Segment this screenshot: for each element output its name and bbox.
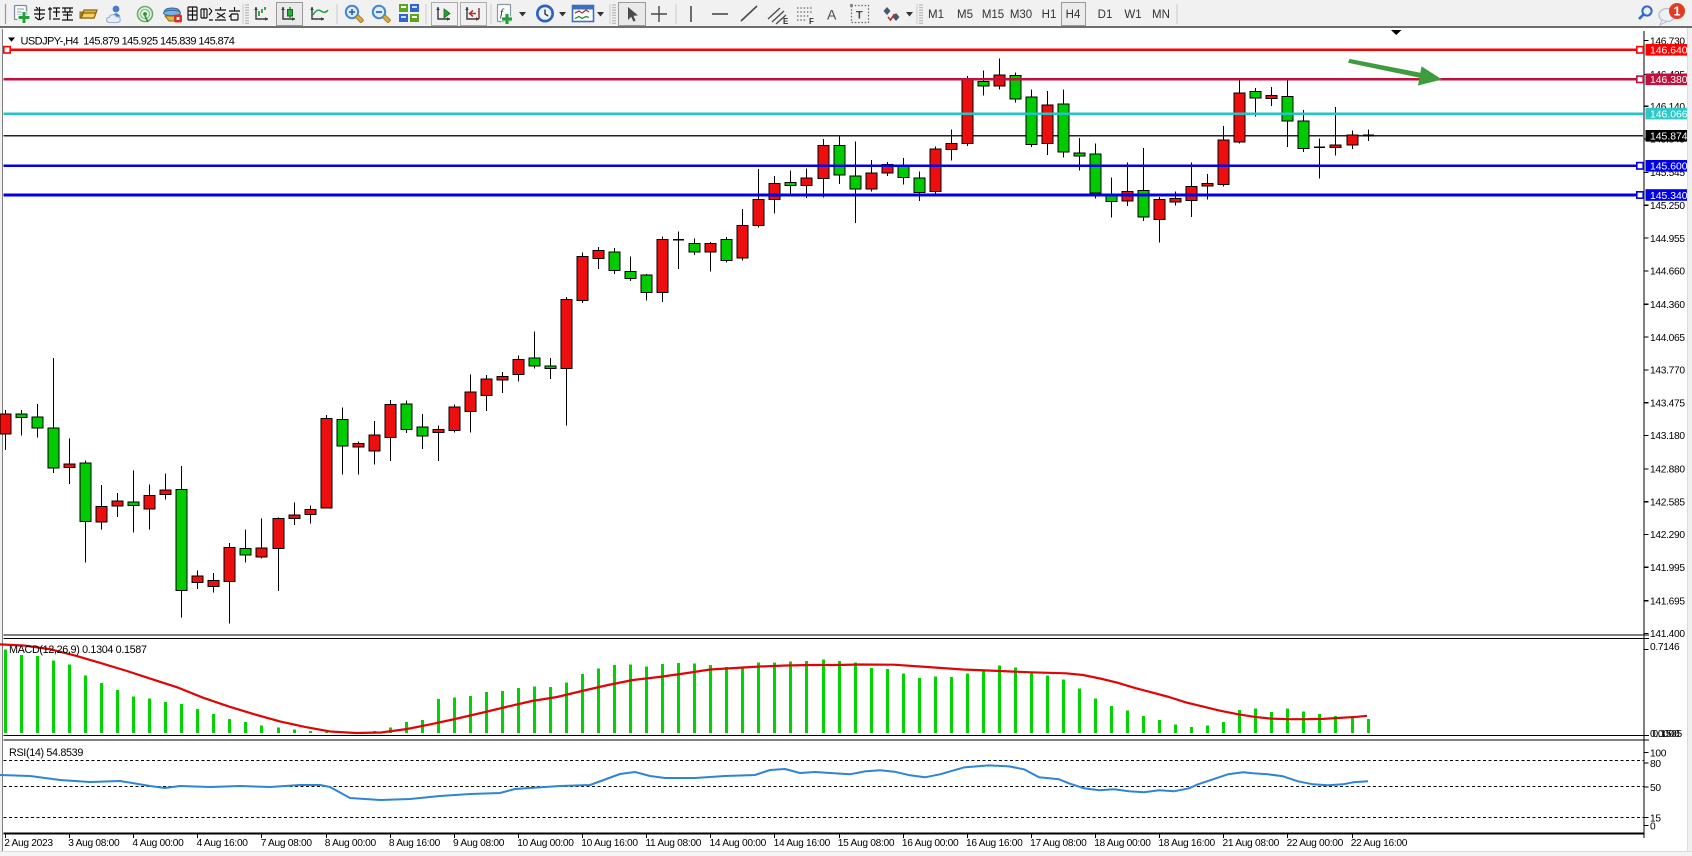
svg-text:144.065: 144.065 xyxy=(1650,333,1685,344)
svg-text:146.066: 146.066 xyxy=(1650,109,1688,120)
svg-text:10 Aug 00:00: 10 Aug 00:00 xyxy=(517,838,574,849)
svg-text:11 Aug 08:00: 11 Aug 08:00 xyxy=(645,838,701,849)
svg-text:17 Aug 08:00: 17 Aug 08:00 xyxy=(1030,838,1087,849)
svg-text:144.955: 144.955 xyxy=(1650,234,1685,245)
svg-text:50: 50 xyxy=(1650,783,1661,794)
svg-text:MACD(12,26,9) 0.1304 0.1587: MACD(12,26,9) 0.1304 0.1587 xyxy=(9,644,147,656)
svg-text:0.7146: 0.7146 xyxy=(1650,642,1680,653)
svg-text:8 Aug 00:00: 8 Aug 00:00 xyxy=(325,838,377,849)
svg-text:f: f xyxy=(500,7,505,19)
svg-text:141.400: 141.400 xyxy=(1650,629,1685,640)
svg-text:15 Aug 08:00: 15 Aug 08:00 xyxy=(838,838,895,849)
svg-text:W1: W1 xyxy=(1124,9,1141,21)
svg-text:143.475: 143.475 xyxy=(1650,398,1685,409)
svg-text:M30: M30 xyxy=(1010,9,1032,21)
svg-text:142.290: 142.290 xyxy=(1650,530,1685,541)
svg-text:145.340: 145.340 xyxy=(1650,191,1688,202)
svg-text:2 Aug 2023: 2 Aug 2023 xyxy=(4,838,53,849)
svg-text:22 Aug 00:00: 22 Aug 00:00 xyxy=(1287,838,1344,849)
svg-text:146.730: 146.730 xyxy=(1650,36,1685,47)
svg-text:H1: H1 xyxy=(1042,9,1057,21)
svg-text:145.874: 145.874 xyxy=(1650,132,1688,143)
svg-text:144.660: 144.660 xyxy=(1650,267,1685,278)
svg-text:145.545: 145.545 xyxy=(1650,168,1685,179)
svg-text:4 Aug 00:00: 4 Aug 00:00 xyxy=(132,838,184,849)
svg-text:145.250: 145.250 xyxy=(1650,201,1685,212)
svg-text:USDJPY-,H4 145.879 145.925 14: USDJPY-,H4 145.879 145.925 145.839 145.8… xyxy=(21,36,235,48)
svg-text:H4: H4 xyxy=(1066,9,1081,21)
svg-text:14 Aug 00:00: 14 Aug 00:00 xyxy=(710,838,767,849)
svg-text:F: F xyxy=(809,17,814,26)
svg-text:15: 15 xyxy=(1650,813,1661,824)
svg-text:MN: MN xyxy=(1152,9,1170,21)
svg-text:146.640: 146.640 xyxy=(1650,46,1688,57)
svg-text:141.995: 141.995 xyxy=(1650,563,1685,574)
svg-text:1: 1 xyxy=(1674,5,1681,19)
svg-text:0.0000: 0.0000 xyxy=(1650,729,1680,740)
svg-text:146.140: 146.140 xyxy=(1650,102,1685,113)
svg-text:80: 80 xyxy=(1650,759,1661,770)
svg-text:145.600: 145.600 xyxy=(1650,162,1688,173)
svg-text:146.380: 146.380 xyxy=(1650,75,1688,86)
svg-text:M1: M1 xyxy=(928,9,944,21)
svg-text:14 Aug 16:00: 14 Aug 16:00 xyxy=(774,838,831,849)
svg-text:144.360: 144.360 xyxy=(1650,300,1685,311)
svg-text:D1: D1 xyxy=(1098,9,1113,21)
svg-text:7 Aug 08:00: 7 Aug 08:00 xyxy=(261,838,313,849)
svg-text:143.180: 143.180 xyxy=(1650,431,1685,442)
svg-text:3 Aug 08:00: 3 Aug 08:00 xyxy=(68,838,120,849)
svg-text:18 Aug 16:00: 18 Aug 16:00 xyxy=(1158,838,1215,849)
svg-text:21 Aug 08:00: 21 Aug 08:00 xyxy=(1223,838,1280,849)
svg-text:143.770: 143.770 xyxy=(1650,366,1685,377)
svg-text:M5: M5 xyxy=(957,9,973,21)
svg-text:M15: M15 xyxy=(982,9,1004,21)
svg-text:9 Aug 08:00: 9 Aug 08:00 xyxy=(453,838,505,849)
svg-text:142.880: 142.880 xyxy=(1650,465,1685,476)
svg-text:22 Aug 16:00: 22 Aug 16:00 xyxy=(1351,838,1408,849)
svg-text:E: E xyxy=(783,17,789,26)
svg-text:16 Aug 16:00: 16 Aug 16:00 xyxy=(966,838,1023,849)
svg-text:141.695: 141.695 xyxy=(1650,596,1685,607)
svg-text:18 Aug 00:00: 18 Aug 00:00 xyxy=(1094,838,1151,849)
svg-text:16 Aug 00:00: 16 Aug 00:00 xyxy=(902,838,959,849)
svg-text:10 Aug 16:00: 10 Aug 16:00 xyxy=(581,838,638,849)
svg-text:T: T xyxy=(856,10,863,22)
svg-text:0: 0 xyxy=(1650,821,1656,832)
svg-text:0.1505: 0.1505 xyxy=(1653,729,1683,740)
svg-text:8 Aug 16:00: 8 Aug 16:00 xyxy=(389,838,441,849)
svg-text:142.585: 142.585 xyxy=(1650,497,1685,508)
svg-text:A: A xyxy=(827,7,837,23)
svg-text:100: 100 xyxy=(1650,748,1667,759)
svg-text:4 Aug 16:00: 4 Aug 16:00 xyxy=(197,838,249,849)
svg-text:RSI(14) 54.8539: RSI(14) 54.8539 xyxy=(9,747,83,759)
